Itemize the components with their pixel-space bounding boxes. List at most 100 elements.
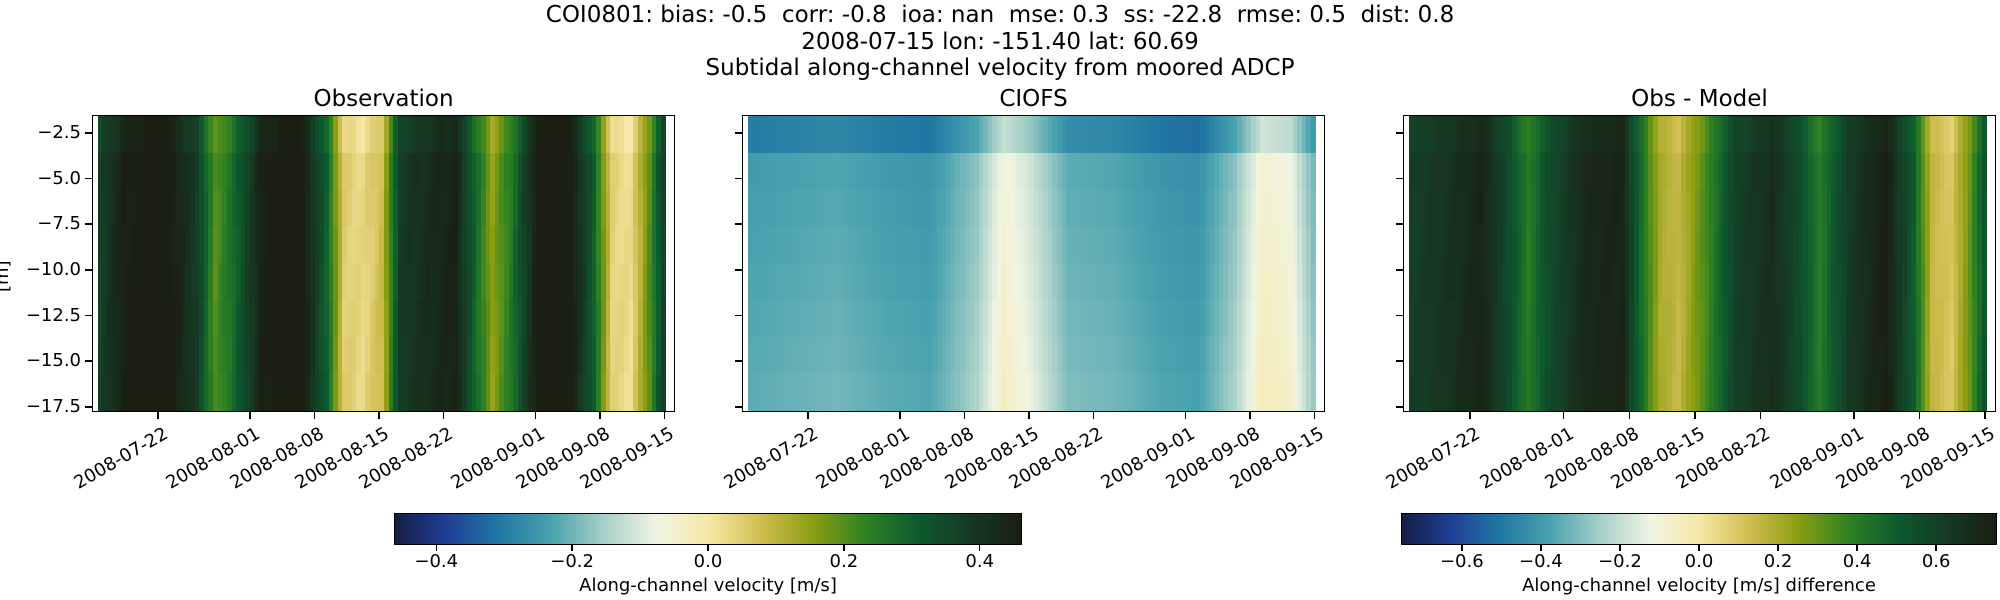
heatmap-cell xyxy=(1873,116,1880,154)
heatmap-cell xyxy=(1479,152,1485,191)
heatmap-cell xyxy=(1742,336,1748,375)
heatmap-cell xyxy=(333,336,339,375)
heatmap-cell xyxy=(642,189,648,228)
heatmap-cell xyxy=(1232,152,1238,191)
heatmap-cell xyxy=(1465,116,1471,154)
heatmap-cell xyxy=(1446,336,1452,375)
heatmap-cell xyxy=(143,152,150,191)
heatmap-cell xyxy=(1596,263,1603,301)
heatmap-cell xyxy=(1587,263,1593,301)
heatmap-cell xyxy=(830,263,837,301)
heatmap-cell xyxy=(1582,152,1588,191)
heatmap-cell xyxy=(434,336,441,375)
y-tick-mark xyxy=(1396,269,1403,271)
heatmap-cell xyxy=(1130,226,1137,264)
heatmap-cell xyxy=(1190,373,1197,411)
heatmap-cell xyxy=(1107,116,1114,154)
heatmap-cell xyxy=(139,373,145,411)
heatmap-cell xyxy=(789,189,795,228)
heatmap-cell xyxy=(964,263,971,301)
heatmap-cell xyxy=(310,152,316,191)
heatmap-cell xyxy=(1850,299,1856,338)
heatmap-cell xyxy=(1878,373,1884,411)
heatmap-cell xyxy=(1024,152,1031,191)
heatmap-cell xyxy=(1840,189,1847,228)
heatmap-cell xyxy=(499,116,505,154)
heatmap-cell xyxy=(605,189,611,228)
heatmap-cell xyxy=(296,152,302,191)
heatmap-cell xyxy=(1850,226,1856,264)
heatmap-cell xyxy=(973,263,980,301)
heatmap-cell xyxy=(1883,226,1889,264)
heatmap-cell xyxy=(226,152,233,191)
heatmap-cell xyxy=(1817,226,1823,264)
heatmap-cell xyxy=(116,336,122,375)
heatmap-cell xyxy=(1911,336,1917,375)
heatmap-cell xyxy=(217,116,224,154)
heatmap-cell xyxy=(1770,226,1776,264)
heatmap-cell xyxy=(1878,116,1884,154)
heatmap-cell xyxy=(420,189,427,228)
heatmap-cell xyxy=(1209,116,1215,154)
heatmap-cell xyxy=(1963,189,1969,228)
heatmap-cell xyxy=(839,263,846,301)
heatmap-cell xyxy=(761,226,767,264)
heatmap-cell xyxy=(1497,336,1504,375)
heatmap-cell xyxy=(273,263,279,301)
heatmap-cell xyxy=(978,373,984,411)
heatmap-cell xyxy=(1840,226,1847,264)
heatmap-cell xyxy=(867,116,874,154)
heatmap-cell xyxy=(628,226,635,264)
heatmap-cell xyxy=(1963,336,1969,375)
heatmap-cell xyxy=(1250,116,1257,154)
heatmap-cell xyxy=(1465,152,1471,191)
heatmap-cell xyxy=(1746,299,1753,338)
heatmap-cell xyxy=(1278,189,1285,228)
heatmap-cell xyxy=(573,299,579,338)
colorbar-tick-mark xyxy=(1856,545,1858,551)
heatmap-cell xyxy=(323,226,330,264)
heatmap-cell xyxy=(941,299,947,338)
heatmap-cell xyxy=(462,189,468,228)
heatmap-cell xyxy=(517,263,524,301)
heatmap-cell xyxy=(987,263,994,301)
heatmap-cell xyxy=(895,336,901,375)
heatmap-cell xyxy=(1629,116,1635,154)
heatmap-cell xyxy=(448,189,454,228)
heatmap-cell xyxy=(291,299,297,338)
heatmap-cell xyxy=(213,226,219,264)
heatmap-cell xyxy=(779,226,786,264)
heatmap-cell xyxy=(1963,116,1969,154)
heatmap-cell xyxy=(890,263,897,301)
heatmap-cell xyxy=(402,189,408,228)
heatmap-cell xyxy=(872,152,878,191)
heatmap-cell xyxy=(1117,152,1123,191)
heatmap-cell xyxy=(610,336,616,375)
heatmap-cell xyxy=(821,336,827,375)
heatmap-cell xyxy=(1107,299,1114,338)
heatmap-cell xyxy=(964,299,971,338)
heatmap-cell xyxy=(600,263,607,301)
heatmap-cell xyxy=(1413,373,1419,411)
heatmap-cell xyxy=(310,189,316,228)
heatmap-cell xyxy=(268,189,274,228)
heatmap-cell xyxy=(134,299,140,338)
colorbar-tick-mark xyxy=(978,545,981,551)
heatmap-cell xyxy=(1634,226,1640,264)
heatmap-cell xyxy=(434,299,441,338)
heatmap-cell xyxy=(1596,116,1603,154)
heatmap-cell xyxy=(876,299,883,338)
heatmap-cell xyxy=(1497,299,1504,338)
heatmap-cell xyxy=(756,299,763,338)
heatmap-cell xyxy=(208,226,214,264)
heatmap-cell xyxy=(1144,263,1151,301)
heatmap-cell xyxy=(259,189,265,228)
heatmap-cell xyxy=(351,189,357,228)
heatmap-cell xyxy=(936,263,943,301)
heatmap-cell xyxy=(1070,152,1077,191)
heatmap-cell xyxy=(217,299,224,338)
heatmap-cell xyxy=(656,299,662,338)
heatmap-cell xyxy=(803,189,809,228)
heatmap-cell xyxy=(752,189,758,228)
heatmap-cell xyxy=(1732,189,1739,228)
